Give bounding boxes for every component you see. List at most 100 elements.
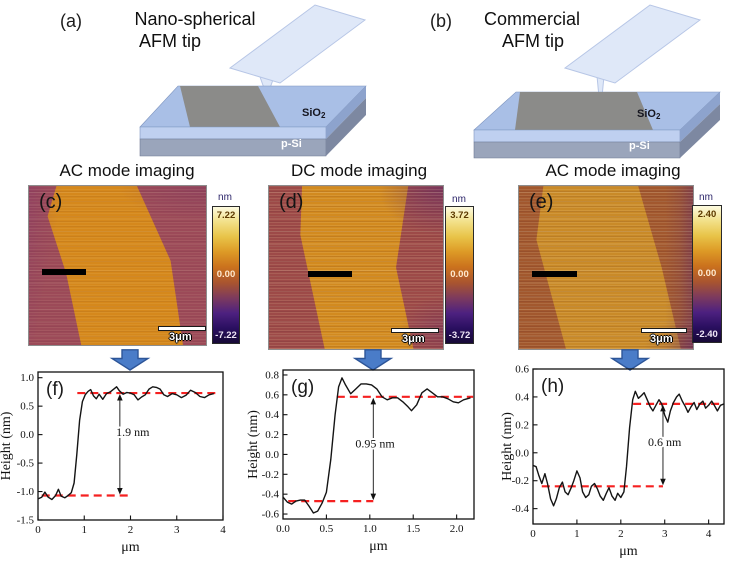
arrow-c-to-f-icon bbox=[109, 349, 151, 371]
y-tick-label: 0.0 bbox=[515, 447, 529, 459]
image-d-title: DC mode imaging bbox=[290, 161, 428, 180]
panel-a-sio2-label: SiO2 bbox=[302, 107, 326, 120]
sio2-side-face bbox=[680, 92, 720, 142]
x-tick-label: 2 bbox=[618, 528, 624, 540]
x-axis-label: μm bbox=[619, 544, 638, 559]
y-tick-label: 0.0 bbox=[20, 429, 34, 441]
cantilever-board bbox=[228, 4, 367, 84]
x-tick-label: 3 bbox=[662, 528, 668, 540]
arrowhead-up bbox=[660, 404, 666, 412]
x-tick-label: 0 bbox=[35, 524, 41, 536]
y-tick-label: -0.2 bbox=[512, 475, 529, 487]
profile-location-bar bbox=[42, 269, 86, 275]
plot-panel-letter: (f) bbox=[46, 379, 64, 400]
y-tick-label: -0.4 bbox=[262, 489, 280, 501]
colorbar-d-max: 3.72 bbox=[450, 210, 469, 221]
colorbar-d-min: -3.72 bbox=[448, 330, 471, 341]
x-tick-label: 4 bbox=[220, 524, 226, 536]
cantilever-board bbox=[563, 4, 702, 84]
y-tick-label: 0.4 bbox=[515, 391, 529, 403]
psi-side-face bbox=[680, 104, 720, 158]
sample-flake bbox=[515, 92, 653, 130]
scalebar-label: 3μm bbox=[402, 333, 425, 345]
arrowhead-up bbox=[117, 394, 123, 401]
colorbar-e-max: 2.40 bbox=[697, 209, 717, 220]
x-tick-label: 3 bbox=[174, 524, 180, 536]
height-profile-plot-h: 0 1 2 3 4 0.6 0.4 0.2 0.0 -0.2 -0.4 μm Height (nm) 0.… bbox=[500, 364, 725, 559]
arrow-e-to-h-icon bbox=[609, 349, 651, 371]
colorbar-d-unit: nm bbox=[452, 194, 466, 205]
sio2-side-face bbox=[326, 86, 366, 139]
y-tick-label: 0.6 bbox=[265, 389, 279, 401]
x-axis-label: μm bbox=[121, 540, 140, 555]
x-tick-label: 0 bbox=[530, 528, 536, 540]
x-tick-label: 2 bbox=[128, 524, 134, 536]
down-arrow-shape bbox=[352, 349, 394, 371]
step-height-annotation: 0.95 nm bbox=[355, 436, 395, 450]
x-tick-label: 1.0 bbox=[363, 523, 377, 535]
y-tick-label: 0.0 bbox=[265, 449, 279, 461]
arrowhead-down bbox=[660, 478, 666, 486]
scalebar-label: 3μm bbox=[650, 333, 673, 345]
x-tick-label: 1.5 bbox=[406, 523, 420, 535]
height-profile-plot-g: 0.0 0.5 1.0 1.5 2.0 0.8 0.6 0.4 0.2 0.0 -0.2 -0.4 -0… bbox=[246, 369, 475, 554]
scalebar bbox=[158, 326, 206, 331]
x-tick-label: 1 bbox=[82, 524, 88, 536]
panel-b-sio2-label: SiO2 bbox=[637, 108, 661, 121]
terrace-band-shape bbox=[47, 186, 183, 345]
colorbar-e: 2.40 0.00 -2.40 bbox=[692, 205, 722, 343]
plot-frame bbox=[282, 369, 475, 520]
panel-b-psi-label: p-Si bbox=[629, 140, 650, 152]
x-tick-label: 4 bbox=[706, 528, 712, 540]
profile-location-bar bbox=[308, 271, 352, 277]
arrowhead-down bbox=[117, 488, 123, 495]
step-height-annotation: 0.6 nm bbox=[648, 435, 682, 449]
down-arrow-shape bbox=[609, 349, 651, 371]
scalebar bbox=[391, 328, 439, 333]
arrowhead-up bbox=[370, 397, 377, 405]
y-tick-label: -0.2 bbox=[262, 469, 279, 481]
terrace-band-shape bbox=[536, 186, 681, 349]
y-tick-label: -1.5 bbox=[17, 515, 35, 527]
panel-a-label: (a) bbox=[60, 11, 82, 31]
y-tick-label: 0.6 bbox=[515, 364, 529, 376]
profile-location-bar bbox=[532, 271, 577, 277]
y-tick-label: -0.6 bbox=[262, 509, 280, 521]
y-axis-label: Height (nm) bbox=[246, 410, 261, 479]
arrow-d-to-g-icon bbox=[352, 349, 394, 371]
image-d-letter: (d) bbox=[279, 191, 304, 213]
x-tick-label: 0.5 bbox=[320, 523, 334, 535]
colorbar-e-min: -2.40 bbox=[696, 329, 718, 340]
image-e-letter: (e) bbox=[529, 191, 554, 213]
colorbar-d-mid: 0.00 bbox=[450, 269, 469, 280]
terrace-band bbox=[536, 186, 681, 349]
nano-spherical-tip-schematic bbox=[139, 4, 367, 157]
height-profile-curve bbox=[532, 390, 725, 507]
y-tick-label: 1.0 bbox=[20, 372, 34, 384]
colorbar-c: 7.22 0.00 -7.22 bbox=[212, 206, 240, 344]
plot-panel-letter: (h) bbox=[541, 376, 564, 397]
colorbar-c-max: 7.22 bbox=[216, 210, 236, 221]
colorbar-c-mid: 0.00 bbox=[216, 269, 236, 280]
afm-image-d: (d) 3μm bbox=[268, 185, 444, 350]
colorbar-e-mid: 0.00 bbox=[697, 268, 717, 279]
colorbar-e-unit: nm bbox=[699, 192, 713, 203]
y-tick-label: -0.5 bbox=[17, 458, 35, 470]
panel-b-label: (b) bbox=[430, 11, 452, 31]
panel-b-title-line1: Commercial bbox=[483, 9, 580, 29]
y-tick-label: -1.0 bbox=[17, 486, 35, 498]
colorbar-d: 3.72 0.00 -3.72 bbox=[445, 206, 474, 344]
commercial-tip-schematic bbox=[473, 4, 721, 159]
terrace-band bbox=[47, 186, 183, 345]
down-arrow-shape bbox=[109, 349, 151, 371]
colorbar-c-min: -7.22 bbox=[215, 330, 237, 341]
y-tick-label: -0.4 bbox=[512, 503, 530, 515]
panel-a-title-line1: Nano-spherical bbox=[134, 9, 256, 29]
sample-flake bbox=[180, 86, 280, 127]
x-tick-label: 1 bbox=[574, 528, 580, 540]
y-axis-label: Height (nm) bbox=[0, 411, 14, 480]
image-c-letter: (c) bbox=[39, 191, 63, 213]
y-tick-label: 0.2 bbox=[265, 429, 279, 441]
psi-side-face bbox=[326, 98, 366, 156]
image-c-title: AC mode imaging bbox=[59, 161, 195, 180]
